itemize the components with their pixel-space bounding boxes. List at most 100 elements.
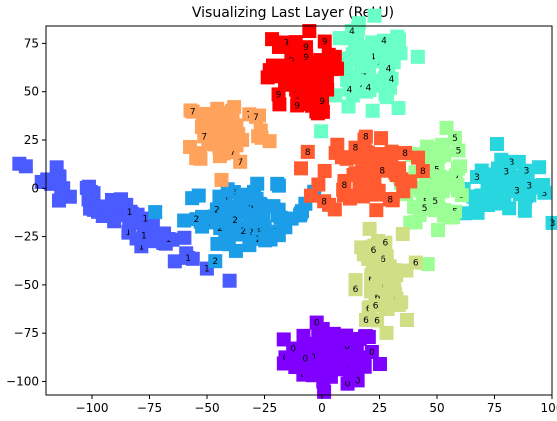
scatter-point	[341, 69, 356, 84]
scatter-point	[443, 210, 458, 225]
point-label: 9	[303, 43, 309, 53]
scatter-point	[277, 60, 292, 75]
scatter-point	[210, 236, 225, 251]
scatter-point	[215, 214, 230, 229]
x-tick-label: 100	[541, 401, 557, 415]
scatter-point	[365, 255, 380, 270]
scatter-point	[199, 106, 214, 121]
scatter-point	[314, 124, 329, 139]
scatter-point	[79, 180, 94, 195]
x-tick-label: −25	[252, 401, 277, 415]
point-label: 5	[456, 147, 462, 157]
scatter-point	[208, 254, 223, 269]
point-label: 9	[294, 101, 300, 111]
scatter-point	[398, 145, 413, 160]
point-label: 1	[126, 228, 132, 238]
point-label: 7	[190, 108, 196, 118]
scatter-point	[227, 137, 242, 152]
scatter-point	[381, 48, 396, 63]
scatter-point	[370, 147, 385, 162]
scatter-point	[408, 215, 423, 230]
point-label: 0	[314, 319, 320, 329]
point-label: 2	[217, 224, 223, 234]
y-tick-label: −25	[14, 230, 39, 244]
point-label: 3	[474, 173, 480, 183]
point-label: 4	[366, 83, 372, 93]
point-label: 7	[230, 148, 236, 158]
x-tick-label: 25	[372, 401, 387, 415]
point-label: 9	[303, 53, 309, 63]
scatter-point	[332, 31, 347, 46]
point-label: 3	[541, 189, 547, 199]
scatter-point	[431, 223, 446, 238]
chart-title: Visualizing Last Layer (ReLU)	[192, 5, 394, 21]
point-label: 1	[185, 254, 191, 264]
scatter-point	[545, 215, 557, 230]
x-axis-ticks: −100 −75 −50 −25 0 25 50 75 100	[76, 395, 557, 415]
scatter-point	[208, 117, 223, 132]
point-label: 3	[550, 219, 556, 229]
scatter-point	[185, 191, 200, 206]
scatter-point	[365, 103, 380, 118]
scatter-point	[249, 191, 264, 206]
scatter-point	[410, 49, 425, 64]
scatter-point	[385, 282, 400, 297]
scatter-point	[391, 101, 406, 116]
scatter-point	[303, 188, 318, 203]
scatter-point	[317, 163, 332, 178]
point-label: 6	[380, 255, 386, 265]
scatter-point	[389, 267, 404, 282]
point-label: 0	[355, 376, 361, 386]
scatter-point	[334, 150, 349, 165]
scatter-point	[374, 131, 389, 146]
point-label: 8	[420, 167, 426, 177]
scatter-point	[243, 214, 258, 229]
scatter-point	[344, 332, 359, 347]
point-label: 6	[375, 293, 381, 303]
point-label: 0	[345, 380, 351, 390]
point-label: 4	[386, 64, 392, 74]
scatter-point	[494, 152, 509, 167]
scatter-point	[18, 159, 33, 174]
scatter-point	[225, 108, 240, 123]
scatter-point	[251, 129, 266, 144]
scatter-point	[348, 282, 363, 297]
scatter-point	[373, 268, 388, 283]
scatter-point	[148, 205, 163, 220]
scatter-point	[296, 64, 311, 79]
scatter-point	[362, 221, 377, 236]
scatter-point	[207, 137, 222, 152]
x-tick-label: −50	[194, 401, 219, 415]
scatter-point	[271, 178, 286, 193]
point-label: 5	[432, 197, 438, 207]
scatter-point	[214, 172, 229, 187]
scatter-point	[439, 120, 454, 135]
scatter-point	[276, 332, 291, 347]
scatter-point	[347, 36, 362, 51]
point-label: 7	[201, 132, 207, 142]
scatter-point	[441, 171, 456, 186]
scatter-point	[372, 357, 387, 372]
scatter-point	[300, 144, 315, 159]
y-axis-ticks: −100 −75 −50 −25 0 25 50 75	[6, 36, 46, 388]
scatter-point	[228, 123, 243, 138]
scatter-point	[384, 144, 399, 159]
scatter-point	[52, 169, 67, 184]
scatter-point	[105, 195, 120, 210]
scatter-point	[368, 280, 383, 295]
point-label: 5	[422, 204, 428, 214]
scatter-point	[260, 70, 275, 85]
scatter-point	[342, 82, 357, 97]
point-label: 2	[256, 225, 262, 235]
scatter-point	[536, 177, 551, 192]
scatter-point	[323, 369, 338, 384]
scatter-point	[222, 273, 237, 288]
point-label: 1	[204, 265, 210, 275]
point-label: 3	[514, 186, 520, 196]
scatter-point	[309, 315, 324, 330]
scatter-point	[364, 345, 379, 360]
point-label: 0	[290, 345, 296, 355]
scatter-point	[436, 139, 451, 154]
point-label: 4	[389, 75, 395, 85]
